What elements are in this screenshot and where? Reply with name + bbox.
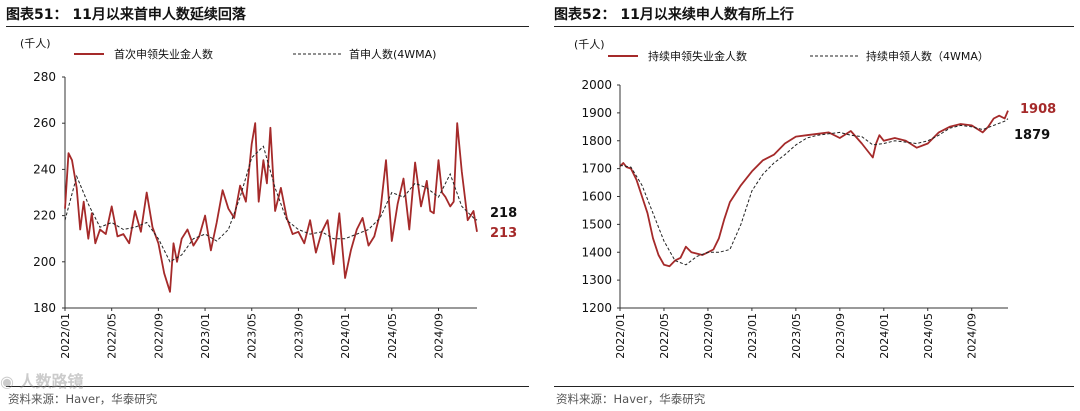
x-tick-label: 2024/01 (878, 313, 891, 359)
y-tick-label: 1200 (581, 301, 612, 315)
series-line-actual (64, 122, 478, 293)
end-value-label: 213 (490, 226, 517, 241)
x-tick-label: 2022/01 (614, 313, 627, 359)
x-tick-label: 2024/09 (966, 313, 979, 359)
x-tick-label: 2022/05 (658, 313, 671, 359)
x-tick-label: 2023/01 (199, 313, 212, 359)
source-rule (554, 386, 1074, 387)
chart-panel-initial-claims: 图表51： 11月以来首申人数延续回落 (千人) 首次申领失业金人数 首申人数(4W… (0, 0, 535, 411)
x-tick-label: 2024/05 (922, 313, 935, 359)
y-tick-label: 180 (33, 301, 56, 315)
end-value-label: 1908 (1020, 102, 1056, 117)
source-note: 资料来源：Haver，华泰研究 (8, 392, 158, 406)
end-value-label: 218 (490, 206, 517, 221)
unit-label: (千人) (20, 37, 51, 50)
chart-title: 图表51： 11月以来首申人数延续回落 (6, 7, 246, 23)
y-tick-label: 1400 (581, 245, 612, 259)
y-tick-label: 1700 (581, 162, 612, 176)
y-tick-label: 2000 (581, 78, 612, 92)
series-line-4wma (619, 118, 1009, 266)
legend-label: 持续申领人数（4WMA） (866, 49, 989, 63)
legend-label: 首次申领失业金人数 (114, 47, 213, 61)
source-rule (6, 386, 529, 387)
x-tick-label: 2024/09 (432, 313, 445, 359)
y-tick-label: 200 (33, 255, 56, 269)
chart-area: (千人) 持续申领失业金人数 持续申领人数（4WMA） 1200 1300 1400 150… (574, 38, 1056, 359)
legend-label: 首申人数(4WMA) (349, 47, 436, 61)
end-value-label: 1879 (1014, 128, 1050, 143)
chart-area: (千人) 首次申领失业金人数 首申人数(4WMA) 180 200 220 240 260 28… (20, 37, 517, 359)
source-note: 资料来源：Haver，华泰研究 (556, 392, 706, 406)
y-tick-label: 1900 (581, 106, 612, 120)
y-tick-label: 1800 (581, 134, 612, 148)
chart-title: 图表52： 11月以来续申人数有所上行 (554, 7, 794, 23)
y-tick-label: 280 (33, 70, 56, 84)
x-tick-label: 2022/09 (702, 313, 715, 359)
x-tick-label: 2023/05 (790, 313, 803, 359)
y-tick-label: 240 (33, 162, 56, 176)
watermark-logo: ◉ 人数路镜 (0, 372, 84, 391)
y-tick-label: 1500 (581, 217, 612, 231)
x-tick-label: 2023/09 (834, 313, 847, 359)
y-tick-label: 260 (33, 116, 56, 130)
x-tick-label: 2022/01 (59, 313, 72, 359)
x-tick-label: 2023/05 (246, 313, 259, 359)
y-tick-label: 1300 (581, 273, 612, 287)
x-tick-label: 2024/01 (339, 313, 352, 359)
legend-label: 持续申领失业金人数 (648, 49, 747, 63)
series-line-actual (619, 110, 1009, 268)
y-tick-label: 220 (33, 209, 56, 223)
chart-panel-continuing-claims: 图表52： 11月以来续申人数有所上行 (千人) 持续申领失业金人数 持续申领人数（… (548, 0, 1080, 411)
unit-label: (千人) (574, 38, 605, 51)
y-tick-label: 1600 (581, 190, 612, 204)
title-rule (554, 26, 1074, 27)
x-tick-label: 2022/09 (152, 313, 165, 359)
x-tick-label: 2024/05 (386, 313, 399, 359)
x-tick-label: 2023/01 (746, 313, 759, 359)
title-rule (6, 26, 529, 27)
x-tick-label: 2022/05 (106, 313, 119, 359)
x-tick-label: 2023/09 (292, 313, 305, 359)
